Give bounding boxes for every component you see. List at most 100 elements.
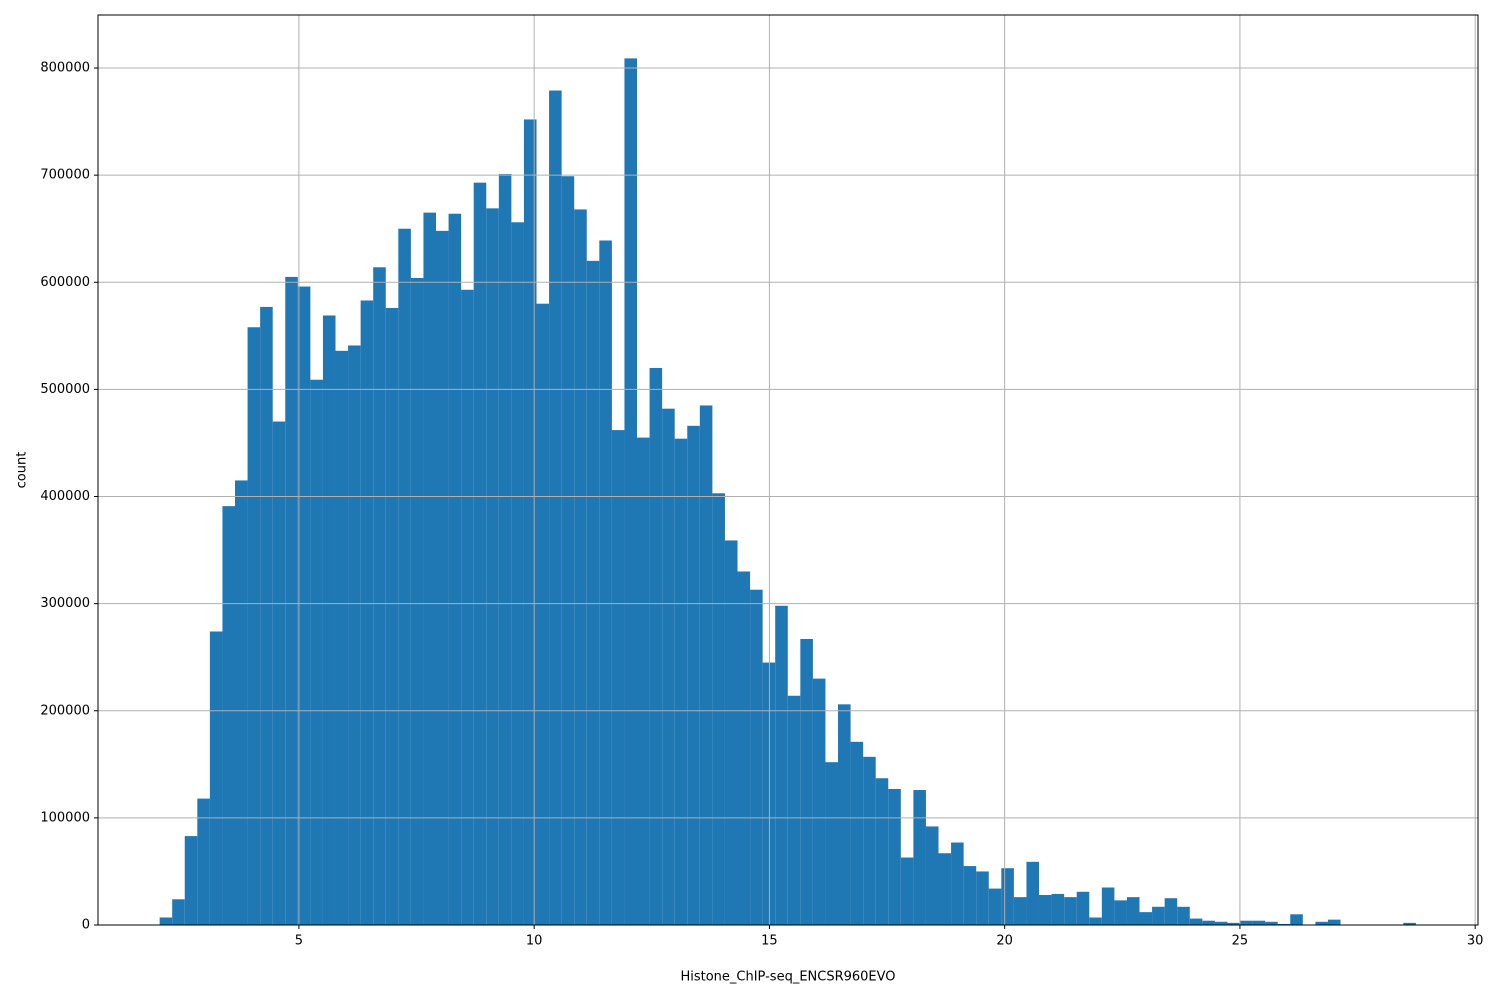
- bar: [624, 58, 638, 926]
- bar: [373, 267, 386, 925]
- bar: [1227, 922, 1241, 925]
- bar: [1076, 891, 1090, 925]
- bar: [549, 90, 562, 926]
- y-tick-label: 400000: [40, 489, 90, 504]
- y-tick-label: 600000: [40, 275, 90, 290]
- bar: [674, 438, 688, 925]
- bar: [1290, 914, 1303, 925]
- bar: [1252, 920, 1266, 925]
- bar: [1126, 897, 1140, 925]
- bar: [272, 421, 286, 925]
- bar: [260, 306, 273, 926]
- bar: [561, 176, 575, 925]
- bar: [1114, 900, 1127, 925]
- bar: [900, 857, 914, 925]
- bar: [335, 350, 349, 925]
- bar: [637, 437, 650, 925]
- bar: [461, 289, 474, 925]
- bar: [235, 480, 248, 925]
- bar: [1051, 893, 1065, 925]
- bar: [913, 790, 926, 925]
- bar: [1202, 920, 1215, 925]
- bar: [1189, 918, 1203, 925]
- bar: [938, 853, 952, 925]
- x-tick-label: 5: [295, 934, 303, 949]
- bar: [724, 540, 738, 925]
- bar: [963, 866, 977, 925]
- bar: [875, 778, 889, 925]
- x-tick-label: 20: [996, 934, 1013, 949]
- bar: [172, 899, 185, 925]
- bar: [348, 345, 361, 926]
- bar: [812, 678, 826, 925]
- bar: [247, 327, 261, 926]
- bar: [448, 213, 462, 926]
- bar: [536, 303, 550, 925]
- bar: [1403, 922, 1416, 925]
- bar: [699, 405, 713, 925]
- bar: [209, 631, 223, 925]
- bar: [297, 286, 311, 926]
- bar: [322, 315, 336, 925]
- bar: [1315, 921, 1328, 925]
- plot-frame: [97, 14, 1479, 926]
- bar: [574, 209, 587, 925]
- bar: [1240, 920, 1253, 925]
- bar: [197, 798, 210, 925]
- y-axis-label: count: [15, 452, 30, 489]
- bar: [486, 208, 499, 925]
- bar: [825, 762, 839, 925]
- bar: [976, 871, 989, 925]
- x-tick-label: 15: [761, 934, 778, 949]
- bar: [1001, 868, 1014, 925]
- bar: [712, 493, 725, 925]
- bar: [687, 425, 700, 925]
- bar: [611, 430, 625, 925]
- bar: [800, 638, 813, 925]
- bar: [511, 222, 524, 925]
- bar: [599, 240, 612, 926]
- bar: [398, 228, 411, 925]
- bar: [410, 277, 424, 925]
- bar: [775, 605, 788, 925]
- bar: [285, 276, 298, 925]
- bar: [649, 367, 663, 926]
- bar: [1327, 919, 1341, 925]
- bar: [863, 756, 876, 925]
- y-tick-label: 700000: [40, 168, 90, 183]
- bar: [1101, 887, 1115, 925]
- bar: [310, 379, 323, 925]
- bar: [988, 888, 1002, 925]
- bar: [1177, 906, 1190, 925]
- bar: [951, 842, 964, 925]
- bar: [184, 836, 198, 925]
- x-tick-label: 30: [1467, 934, 1484, 949]
- bar: [360, 300, 374, 925]
- bar: [850, 741, 864, 925]
- bar: [1064, 897, 1077, 925]
- bar: [159, 917, 173, 925]
- bar: [1089, 917, 1102, 925]
- bar: [750, 589, 763, 925]
- y-tick-label: 0: [82, 918, 90, 933]
- bar: [436, 230, 449, 926]
- x-tick-label: 25: [1232, 934, 1249, 949]
- x-axis-label: Histone_ChIP-seq_ENCSR960EVO: [680, 970, 895, 985]
- bar: [423, 212, 437, 926]
- bar: [473, 182, 487, 925]
- bar: [1013, 897, 1027, 925]
- bar: [1152, 906, 1165, 925]
- x-tick-label: 10: [526, 934, 543, 949]
- bar: [586, 260, 600, 925]
- bar: [1026, 861, 1040, 925]
- bar: [385, 307, 399, 925]
- bar: [1039, 895, 1052, 925]
- y-tick-label: 300000: [40, 596, 90, 611]
- y-tick-label: 800000: [40, 61, 90, 76]
- bar: [498, 174, 512, 925]
- bar: [1265, 921, 1278, 925]
- y-tick-label: 100000: [40, 810, 90, 825]
- bar: [925, 826, 939, 925]
- bar: [737, 571, 751, 925]
- bar: [1277, 923, 1291, 925]
